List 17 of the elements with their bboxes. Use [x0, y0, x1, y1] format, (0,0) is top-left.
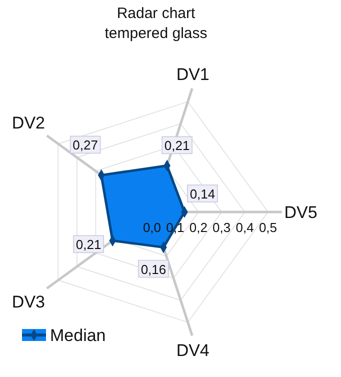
y-tick-label: 0,2: [189, 220, 208, 235]
data-label: 0,27: [72, 138, 98, 153]
y-tick-label: 0,5: [258, 220, 278, 235]
y-tick-label: 0,0: [142, 220, 162, 235]
chart-title: Radar chart tempered glass: [104, 5, 208, 42]
data-label: 0,16: [140, 262, 166, 277]
spoke-label: DV2: [12, 113, 46, 132]
data-label: 0,21: [164, 138, 190, 154]
data-label: 0,14: [190, 186, 216, 202]
data-label: 0,21: [76, 237, 102, 252]
spoke-label: DV3: [12, 292, 46, 312]
legend-label: Median: [50, 326, 106, 345]
y-tick-label: 0,3: [212, 220, 231, 235]
y-tick-label: 0,4: [236, 220, 254, 235]
spoke-label: DV1: [176, 65, 210, 84]
spoke-label: DV4: [176, 340, 210, 360]
spoke-label: DV5: [284, 203, 318, 222]
